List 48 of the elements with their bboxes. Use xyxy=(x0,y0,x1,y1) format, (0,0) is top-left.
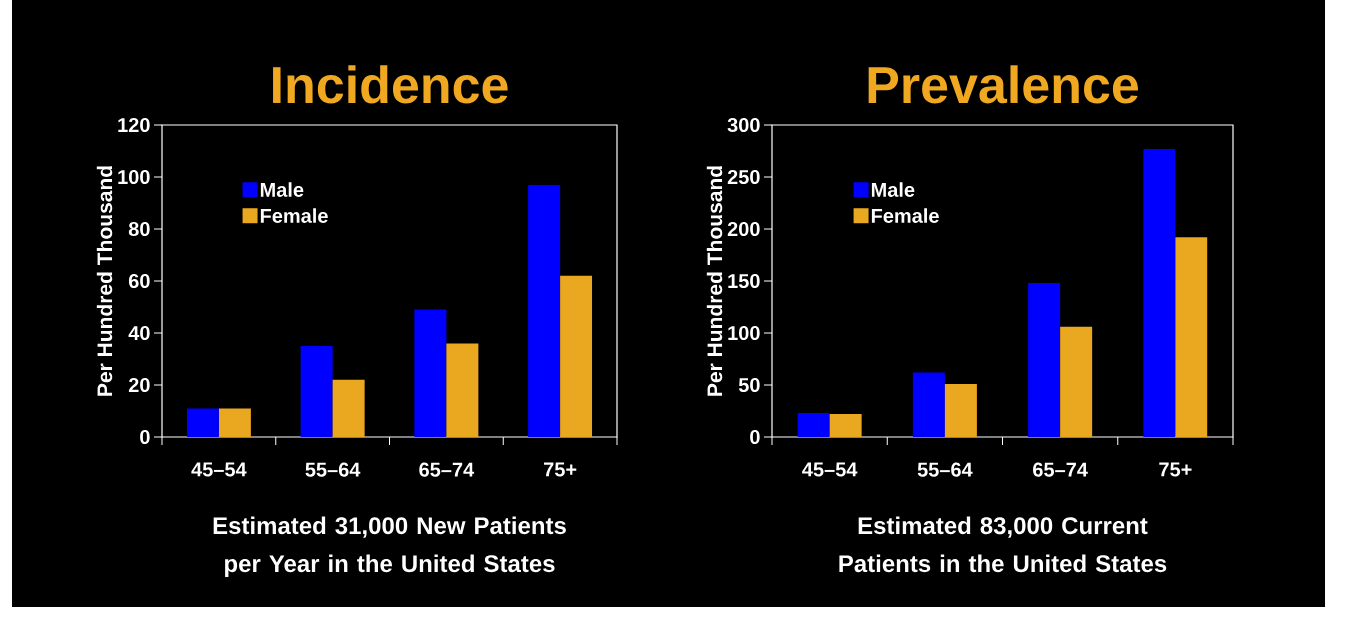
y-tick-label: 50 xyxy=(738,377,760,393)
y-tick-label: 100 xyxy=(728,325,760,341)
chart-title: Incidence xyxy=(273,65,508,104)
y-tick-label: 250 xyxy=(727,169,760,185)
bar xyxy=(944,383,977,437)
y-tick-label: 60 xyxy=(128,273,150,289)
bar xyxy=(797,413,830,437)
bar xyxy=(218,408,251,437)
y-tick-label: 0 xyxy=(750,429,760,445)
y-axis-title: Per Hundred Thousand xyxy=(706,166,723,396)
bar xyxy=(528,184,561,437)
legend-label: Male xyxy=(871,182,915,197)
y-tick-label: 80 xyxy=(128,221,150,237)
x-tick-label: 65–74 xyxy=(419,462,475,477)
legend-label: Male xyxy=(260,182,304,197)
bar xyxy=(1060,326,1093,437)
x-tick-label: 55–64 xyxy=(917,462,973,477)
x-tick-label: 65–74 xyxy=(1033,462,1088,477)
x-tick-label: 75+ xyxy=(544,462,577,477)
bar xyxy=(1028,283,1061,437)
x-axis-title: Estimated 83,000 Current Patients in the United States xyxy=(839,516,1167,573)
x-axis-title: Estimated 31,000 New Patients per Year in the United States xyxy=(213,516,566,577)
chart-title: Prevalence xyxy=(868,65,1139,104)
y-tick-label: 100 xyxy=(118,169,150,185)
y-tick-label: 0 xyxy=(140,429,150,445)
y-tick-label: 150 xyxy=(728,273,760,289)
bar xyxy=(1175,237,1208,437)
y-axis-title: Per Hundred Thousand xyxy=(96,166,113,396)
bar xyxy=(560,275,593,437)
y-tick-label: 20 xyxy=(128,377,150,393)
legend-label: Female xyxy=(871,208,939,223)
x-tick-label: 45–54 xyxy=(191,462,247,477)
bar xyxy=(300,346,333,437)
bar xyxy=(446,343,479,437)
y-tick-label: 200 xyxy=(727,221,760,237)
x-tick-label: 75+ xyxy=(1159,462,1192,477)
legend-label: Female xyxy=(260,208,328,223)
y-tick-label: 40 xyxy=(128,325,150,341)
bar xyxy=(1143,148,1176,437)
bar xyxy=(414,309,447,437)
x-tick-label: 55–64 xyxy=(305,462,361,477)
bar xyxy=(829,414,862,437)
bar xyxy=(332,379,365,437)
x-tick-label: 45–54 xyxy=(802,462,858,477)
y-tick-label: 120 xyxy=(118,117,150,133)
y-tick-label: 300 xyxy=(727,117,760,133)
bar xyxy=(912,372,945,437)
bar xyxy=(186,408,219,437)
